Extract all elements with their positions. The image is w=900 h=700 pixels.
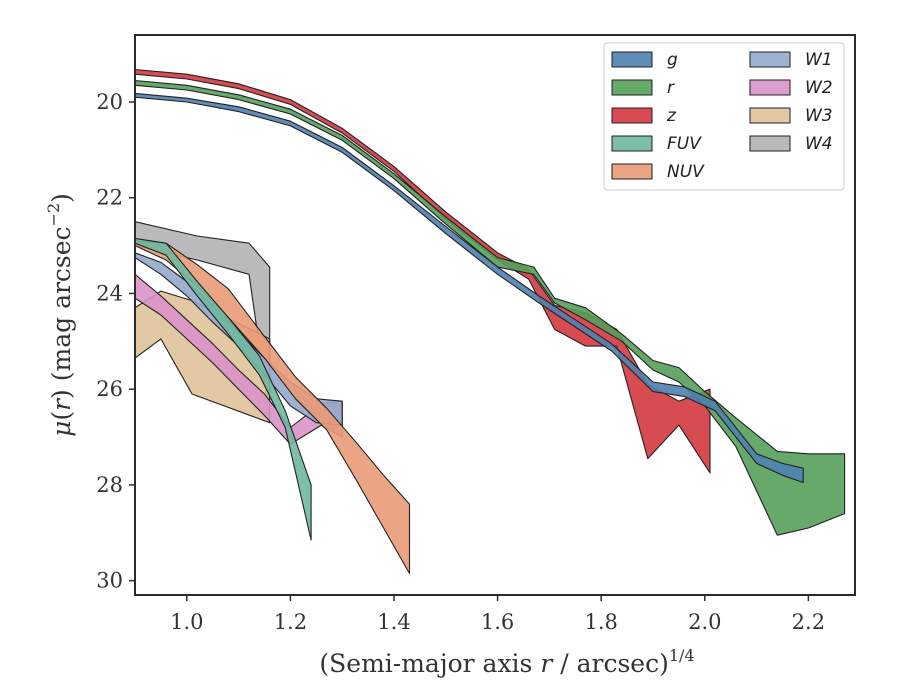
x-tick-label: 1.8 (584, 610, 617, 634)
series-bands (135, 68, 846, 575)
legend-swatch-w3 (749, 107, 791, 124)
band-r (135, 79, 846, 536)
legend-label-w3: W3 (805, 106, 833, 126)
legend-swatch-fuv (611, 135, 653, 152)
plot-frame (134, 34, 856, 596)
legend-swatch-w2 (749, 79, 791, 96)
x-tick-label: 1.6 (481, 610, 514, 634)
band-z (135, 68, 711, 474)
y-tick-label: 20 (96, 90, 123, 114)
x-tick-label: 1.2 (274, 610, 307, 634)
x-axis-label: (Semi-major axis r / arcsec)1/4 (319, 646, 694, 678)
y-tick-label: 24 (96, 281, 123, 305)
x-tick-label: 2.2 (792, 610, 825, 634)
legend-label-w2: W2 (805, 78, 833, 98)
y-tick-label: 30 (96, 569, 123, 593)
y-tick-label: 22 (96, 186, 123, 210)
legend: grz FUV NUV W1 W2 W3 W4 (603, 42, 845, 191)
x-tick-label: 2.0 (688, 610, 721, 634)
y-tick-label: 28 (96, 473, 123, 497)
legend-swatch-r (611, 79, 653, 96)
legend-label-z: z (666, 106, 677, 126)
band-g (135, 92, 804, 484)
axis-ticks: 1.0 1.2 1.4 1.6 1.8 2.0 2.2 20 22 24 26 28 30 (96, 90, 825, 634)
y-tick-label: 26 (96, 377, 123, 401)
legend-swatch-nuv (611, 163, 653, 180)
legend-swatch-w1 (749, 51, 791, 68)
legend-label-w4: W4 (805, 134, 833, 154)
legend-label-w1: W1 (805, 50, 833, 70)
band-fuv (135, 237, 312, 541)
legend-swatch-g (611, 51, 653, 68)
legend-label-g: g (667, 50, 678, 70)
x-tick-label: 1.4 (377, 610, 410, 634)
x-tick-label: 1.0 (170, 610, 203, 634)
y-axis-label: μ(r) (mag arcsec−2) (44, 193, 76, 437)
legend-label-nuv: NUV (667, 162, 705, 182)
legend-swatch-w4 (749, 135, 791, 152)
legend-label-fuv: FUV (667, 134, 702, 154)
legend-swatch-z (611, 107, 653, 124)
legend-label-r: r (667, 78, 675, 98)
